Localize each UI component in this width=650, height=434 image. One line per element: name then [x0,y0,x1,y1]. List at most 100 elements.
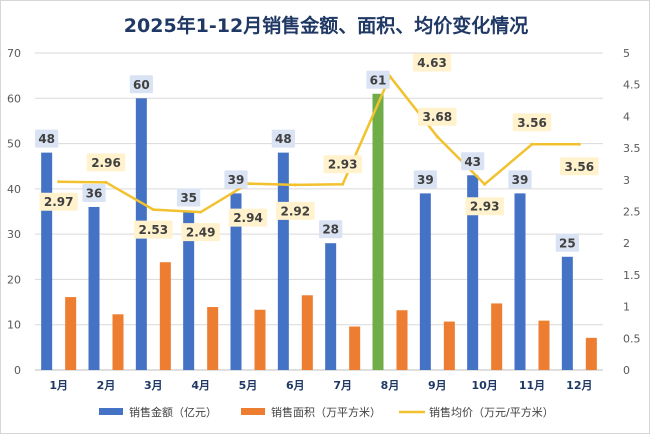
line-value-label: 3.68 [423,110,453,124]
bar-value-label-bg [35,129,59,148]
price-point [57,180,61,184]
right-tick-label: 2.5 [623,206,641,219]
bar-value-label: 43 [464,155,481,169]
bar-value-label-bg [129,75,153,94]
x-tick-label: 8月 [381,379,400,392]
line-value-label: 2.53 [139,223,169,237]
bar-amount [514,193,526,370]
bar-value-label: 60 [133,78,150,92]
line-value-label: 2.97 [44,195,74,209]
x-tick-label: 2月 [97,379,116,392]
price-point [341,182,345,186]
line-value-label-bg [418,107,457,126]
bar-value-label-bg [461,152,485,171]
bar-area [254,309,266,370]
bar-area [65,297,77,370]
bar-value-label-bg [271,129,295,148]
price-point [293,183,297,187]
bar-amount [183,211,195,370]
bar-value-label: 39 [512,173,529,187]
right-tick-label: 2 [623,237,630,250]
bar-amount [325,243,337,370]
bar-amount [277,152,289,370]
right-tick-label: 5 [623,47,630,60]
x-tick-label: 11月 [519,379,545,392]
legend: 销售金额（亿元） 销售面积（万平方米） 销售均价（万元/平方米） [99,405,554,419]
price-line-path [58,74,580,214]
right-tick-label: 4.5 [623,79,641,92]
legend-swatch [99,408,123,415]
x-axis-ticks: 1月 2月 3月 4月 5月 6月 7月 8月 9月 10月 11月 12月 [49,379,592,392]
left-axis-ticks: 0 10 20 30 40 50 60 70 [7,47,21,377]
bar-area [538,320,550,370]
bar-amount [467,175,479,370]
bar-amount [561,256,573,370]
chart-title: 2025年1-12月销售金额、面积、均价变化情况 [124,14,528,37]
x-tick-label: 10月 [472,379,498,392]
x-tick-label: 1月 [49,379,68,392]
x-tick-label: 12月 [566,379,592,392]
line-value-label: 2.93 [470,200,500,214]
bar-value-label: 39 [228,173,245,187]
bar-value-label-bg [413,170,437,189]
bar-area [207,307,219,370]
price-point [199,210,203,214]
line-value-label-bg [86,153,126,172]
left-tick-label: 70 [7,47,21,60]
line-value-label: 3.56 [565,160,595,174]
price-line [57,74,581,214]
bar-area [491,303,503,370]
line-value-label-bg [512,113,552,132]
legend-swatch [241,408,265,415]
left-tick-label: 50 [7,138,21,151]
right-tick-label: 0 [623,364,630,377]
bar-amount [419,193,431,370]
x-tick-label: 9月 [428,379,447,392]
bar-area [585,337,597,370]
left-tick-label: 10 [7,319,21,332]
left-tick-label: 60 [7,92,21,105]
line-value-label: 2.92 [281,204,311,218]
line-value-label: 3.56 [517,116,547,130]
line-value-label-bg [134,220,173,239]
x-tick-label: 3月 [144,379,163,392]
line-value-label-bg [560,157,599,176]
line-value-label-bg [323,155,362,174]
data-labels: 48 36 60 35 39 48 28 61 39 43 39 25 2.97 2.96 2.53 2.49… [35,53,599,252]
right-tick-label: 3.5 [623,142,641,155]
legend-label: 销售均价（万元/平方米） [429,405,554,419]
bar-value-label-bg [555,233,579,252]
right-tick-label: 3 [623,174,630,187]
bar-value-label: 39 [417,173,434,187]
legend-label: 销售金额（亿元） [129,405,217,419]
line-value-label-bg [412,53,452,72]
left-tick-label: 20 [7,273,21,286]
bar-marks [41,93,597,371]
line-value-label: 4.63 [417,56,447,70]
bar-area [112,314,124,370]
price-point [577,142,581,146]
bar-value-label: 48 [275,132,292,146]
line-value-label: 2.96 [91,156,121,170]
left-tick-label: 0 [14,364,21,377]
line-value-label: 2.49 [186,226,216,240]
price-point [151,208,155,212]
line-value-label-bg [228,208,268,227]
line-value-label-bg [465,197,504,216]
bar-value-label: 35 [180,191,197,205]
right-tick-label: 1 [623,301,630,314]
line-value-label-bg [39,192,78,211]
legend-label: 销售面积（万平方米） [271,405,381,419]
bar-value-label: 36 [86,186,103,200]
bar-value-label-bg [224,170,248,189]
price-point [104,180,108,184]
grid-lines [35,52,603,371]
bar-area [396,310,408,370]
x-tick-label: 4月 [191,379,210,392]
bar-amount [230,193,242,370]
bar-value-label: 25 [559,236,576,250]
bar-value-label-bg [508,170,532,189]
line-value-label: 2.94 [233,211,263,225]
